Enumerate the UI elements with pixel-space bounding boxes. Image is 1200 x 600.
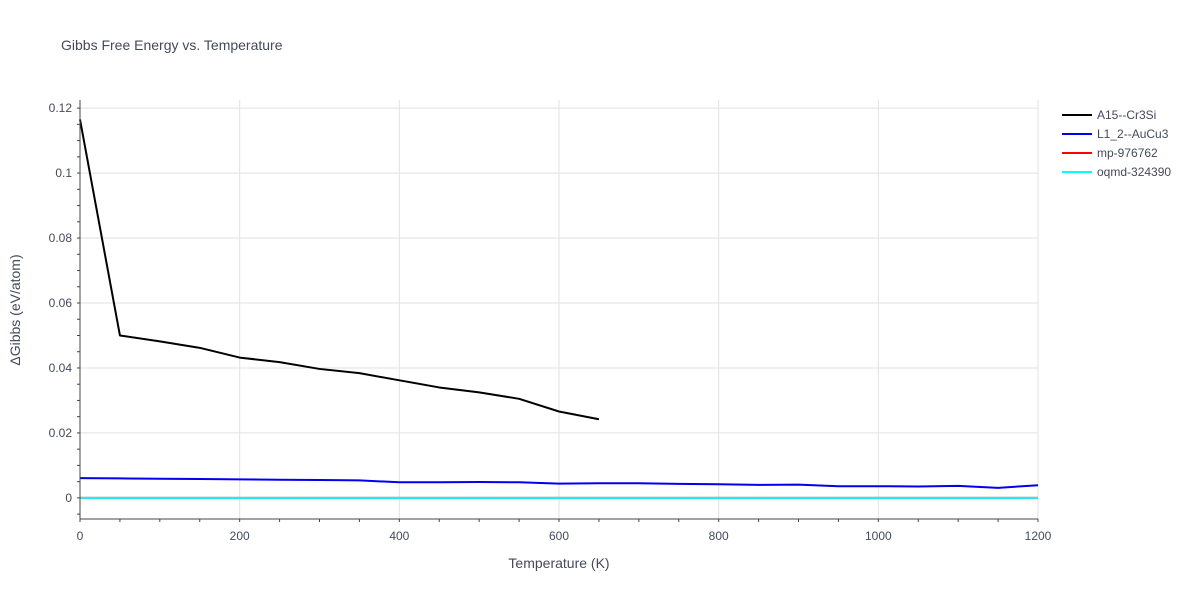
- x-tick-label: 1000: [865, 529, 892, 543]
- x-tick-label: 600: [549, 529, 569, 543]
- legend-item[interactable]: oqmd-324390: [1062, 165, 1171, 179]
- legend-label: A15--Cr3Si: [1097, 108, 1156, 122]
- y-tick-label: 0.08: [49, 231, 73, 245]
- grid-lines: [80, 100, 1039, 519]
- series-line-0: [79, 119, 600, 421]
- x-tick-label: 0: [77, 529, 84, 543]
- y-tick-label: 0.12: [49, 101, 73, 115]
- legend-label: oqmd-324390: [1097, 165, 1171, 179]
- y-tick-label: 0.06: [49, 296, 73, 310]
- legend-item[interactable]: L1_2--AuCu3: [1062, 127, 1169, 141]
- legend-item[interactable]: mp-976762: [1062, 146, 1158, 160]
- plot-area: [79, 119, 1039, 499]
- legend-label: L1_2--AuCu3: [1097, 127, 1169, 141]
- x-tick-label: 800: [709, 529, 729, 543]
- series-line-1: [79, 477, 1039, 489]
- x-tick-label: 1200: [1025, 529, 1052, 543]
- legend[interactable]: A15--Cr3Si L1_2--AuCu3 mp-976762 oqmd-32439…: [1062, 108, 1171, 179]
- legend-item[interactable]: A15--Cr3Si: [1062, 108, 1156, 122]
- chart-title: Gibbs Free Energy vs. Temperature: [61, 37, 283, 53]
- x-tick-label: 400: [389, 529, 409, 543]
- x-tick-label: 200: [230, 529, 250, 543]
- axes: 0 200 400 600 800 1000 1200 0 0.02 0.04 0.06 0.08 0.…: [49, 100, 1052, 543]
- y-tick-label: 0.1: [55, 166, 72, 180]
- y-axis-title: ΔGibbs (eV/atom): [7, 254, 23, 365]
- y-tick-label: 0.04: [49, 361, 73, 375]
- x-axis-title: Temperature (K): [508, 555, 609, 571]
- y-tick-label: 0: [65, 491, 72, 505]
- legend-label: mp-976762: [1097, 146, 1158, 160]
- y-tick-label: 0.02: [49, 426, 73, 440]
